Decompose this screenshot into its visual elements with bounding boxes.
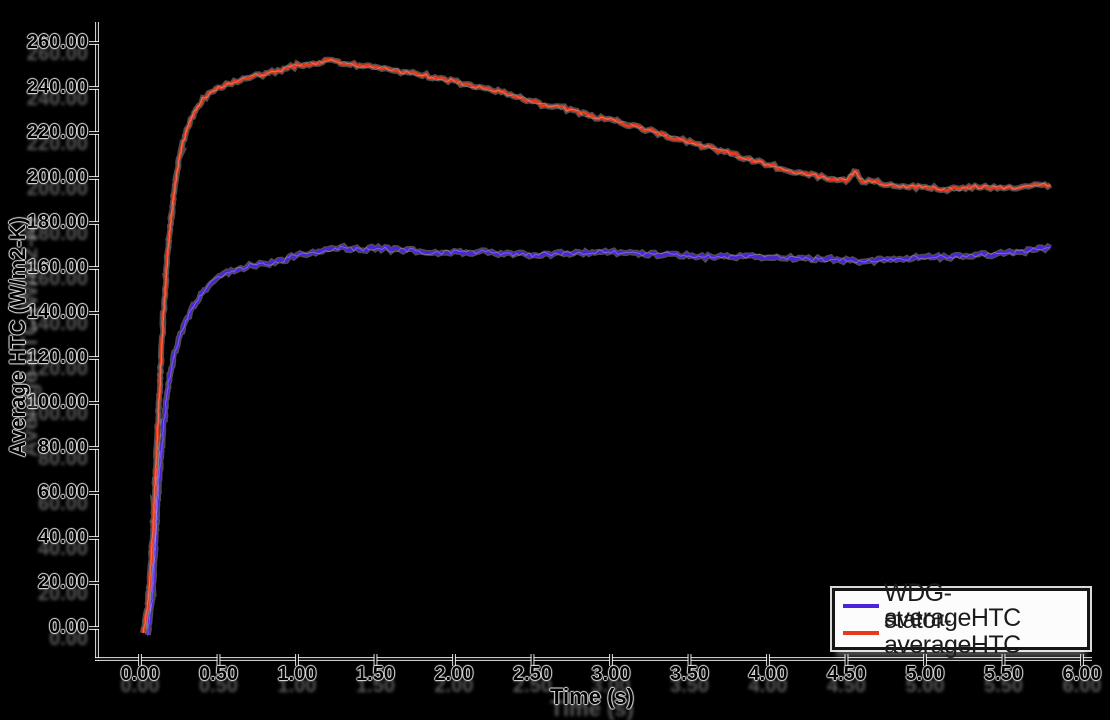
y-tick-label: 40.00 xyxy=(37,526,88,548)
legend-item-wdg: WDG-averageHTC xyxy=(839,580,1083,630)
x-tick-label: 5.50 xyxy=(984,663,1023,685)
x-tick-label: 4.50 xyxy=(827,663,866,685)
x-tick-label: 6.00 xyxy=(1062,663,1102,685)
y-tick-label: 180.00 xyxy=(26,211,88,233)
legend-label-wdg: WDG-averageHTC xyxy=(884,578,1021,632)
series-line-wdg xyxy=(146,244,1052,636)
legend-label-stator: stator-averageHTC xyxy=(884,605,1021,659)
y-tick-label: 200.00 xyxy=(26,166,88,188)
y-tick-label: 0.00 xyxy=(49,616,88,638)
x-tick-label: 4.00 xyxy=(748,663,788,685)
y-tick-label: 160.00 xyxy=(26,256,88,278)
y-axis-title: Average HTC (W/m2-K) xyxy=(5,217,30,457)
y-tick-label: 20.00 xyxy=(37,571,88,593)
y-tick-label: 60.00 xyxy=(37,481,88,503)
y-tick-label: 240.00 xyxy=(26,76,88,98)
series-glow-1 xyxy=(140,56,1053,634)
x-tick-label: 3.00 xyxy=(591,663,631,685)
y-tick-label: 220.00 xyxy=(26,121,88,143)
x-tick-label: 3.50 xyxy=(670,663,709,685)
series-glow-0 xyxy=(144,242,1052,636)
x-tick-label: 2.00 xyxy=(434,663,474,685)
series-sparkle-0 xyxy=(147,245,1051,637)
y-tick-label: 260.00 xyxy=(26,31,88,53)
legend-line-swatch-stator xyxy=(843,630,879,635)
y-tick-label: 80.00 xyxy=(37,436,88,458)
x-tick-label: 1.50 xyxy=(356,663,395,685)
x-tick-label: 0.50 xyxy=(199,663,238,685)
legend-line-swatch-wdg xyxy=(843,603,879,608)
series-line-stator xyxy=(141,58,1052,634)
x-axis-title: Time (s) xyxy=(550,684,634,709)
legend: WDG-averageHTC stator-averageHTC xyxy=(832,580,1090,657)
y-tick-label: 100.00 xyxy=(26,391,88,413)
series-sparkle-1 xyxy=(142,58,1051,634)
y-tick-label: 140.00 xyxy=(26,301,88,323)
legend-item-stator: stator-averageHTC xyxy=(839,607,1083,657)
y-tick-label: 120.00 xyxy=(26,346,88,368)
x-tick-label: 2.50 xyxy=(513,663,552,685)
x-tick-label: 0.00 xyxy=(120,663,160,685)
x-tick-label: 1.00 xyxy=(277,663,317,685)
x-tick-label: 5.00 xyxy=(905,663,945,685)
